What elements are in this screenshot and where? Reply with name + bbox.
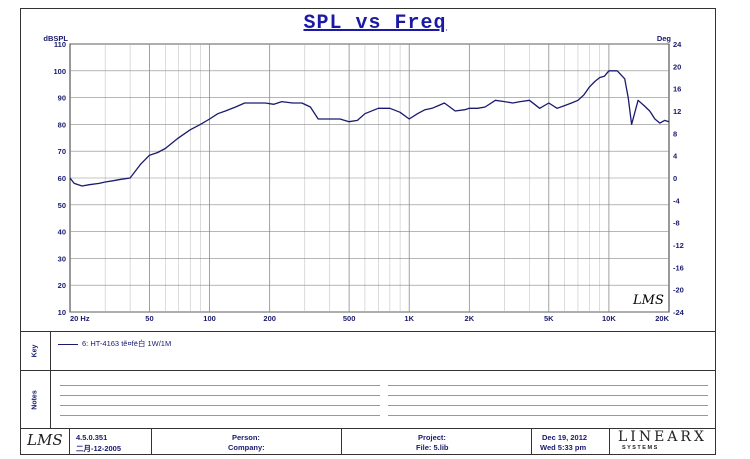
company-label: Company:: [228, 443, 265, 452]
footer-time: Wed 5:33 pm: [540, 443, 587, 452]
lms-logo: LMS: [27, 431, 63, 449]
y2-tick-label: 16: [673, 85, 681, 94]
x-tick-label: 50: [145, 314, 153, 323]
note-line: [388, 385, 708, 386]
y-tick-label: 10: [58, 308, 66, 317]
axis-labels: 11010090807060504030201024201612840-4-8-…: [53, 40, 684, 323]
y-tick-label: 60: [58, 174, 66, 183]
y-axis-label: dBSPL: [43, 34, 68, 43]
x-tick-label: 5K: [544, 314, 554, 323]
y2-tick-label: 12: [673, 107, 681, 116]
y2-tick-label: -16: [673, 263, 684, 272]
y-tick-label: 30: [58, 254, 66, 263]
note-line: [60, 385, 380, 386]
y2-tick-label: -4: [673, 196, 680, 205]
document-frame: [20, 8, 716, 455]
y2-tick-label: 20: [673, 62, 681, 71]
y-tick-label: 20: [58, 281, 66, 290]
y2-tick-label: 4: [673, 152, 678, 161]
y2-tick-label: 24: [673, 40, 682, 49]
x-tick-label: 200: [263, 314, 276, 323]
key-label: Key: [31, 344, 39, 358]
footer-date: Dec 19, 2012: [542, 433, 588, 442]
y-tick-label: 110: [54, 40, 66, 49]
person-label: Person:: [232, 433, 260, 442]
notes-side: Notes: [20, 371, 51, 428]
version-text: 4.5.0.351: [76, 433, 108, 442]
notes-label: Notes: [31, 389, 39, 410]
footer-logo-cell: LMS: [20, 429, 70, 455]
y-tick-label: 70: [58, 147, 66, 156]
file-label: File: 5.lib: [416, 443, 449, 452]
x-tick-label: 500: [343, 314, 356, 323]
y-tick-label: 80: [58, 120, 66, 129]
footer-brand-cell: LINEARX S Y S T E M S: [610, 429, 716, 455]
brand-logo: LINEARX: [618, 429, 707, 445]
footer-person-cell: Person: Company:: [152, 429, 342, 455]
key-side: Key: [20, 332, 51, 370]
x-tick-label: 10K: [602, 314, 616, 323]
version-date: 二月-12-2005: [76, 444, 122, 453]
x-tick-label: 20K: [655, 314, 669, 323]
note-line: [388, 415, 708, 416]
y2-tick-label: -20: [673, 286, 684, 295]
note-line: [388, 405, 708, 406]
footer-row: LMS 4.5.0.351 二月-12-2005 Person: Company…: [20, 428, 716, 455]
y2-tick-label: 8: [673, 129, 677, 138]
y2-tick-label: -24: [673, 308, 685, 317]
notes-row: Notes: [20, 370, 716, 428]
y-tick-label: 90: [58, 94, 66, 103]
lms-logo-in-plot: LMS: [632, 293, 664, 308]
y2-tick-label: -8: [673, 219, 680, 228]
chart-title: SPL vs Freq: [303, 12, 447, 35]
project-label: Project:: [418, 433, 446, 442]
series-layer: [69, 70, 670, 187]
y-tick-label: 100: [53, 67, 66, 76]
footer-version-cell: 4.5.0.351 二月-12-2005: [70, 429, 152, 455]
x-tick-label: 100: [203, 314, 216, 323]
key-row: Key 6: HT-4163 tẽ¤fë白 1W/1M: [20, 331, 716, 370]
legend-entry: 6: HT-4163 tẽ¤fë白 1W/1M: [82, 339, 172, 348]
note-line: [388, 395, 708, 396]
note-line: [60, 415, 380, 416]
x-tick-label: 2K: [465, 314, 475, 323]
x-tick-label: 20 Hz: [70, 314, 90, 323]
x-tick-label: 1K: [404, 314, 414, 323]
note-line: [60, 405, 380, 406]
legend-swatch: [58, 344, 78, 345]
brand-subtitle: S Y S T E M S: [622, 445, 658, 451]
footer-project-cell: Project: File: 5.lib: [342, 429, 532, 455]
series-line: [69, 70, 670, 187]
y2-tick-label: 0: [673, 174, 677, 183]
note-line: [60, 395, 380, 396]
y-tick-label: 40: [58, 228, 66, 237]
y2-axis-label: Deg: [657, 34, 672, 43]
footer-date-cell: Dec 19, 2012 Wed 5:33 pm: [532, 429, 610, 455]
y2-tick-label: -12: [673, 241, 684, 250]
grid: [69, 43, 670, 313]
spl-chart: 11010090807060504030201024201612840-4-8-…: [43, 34, 684, 323]
y-tick-label: 50: [58, 201, 66, 210]
